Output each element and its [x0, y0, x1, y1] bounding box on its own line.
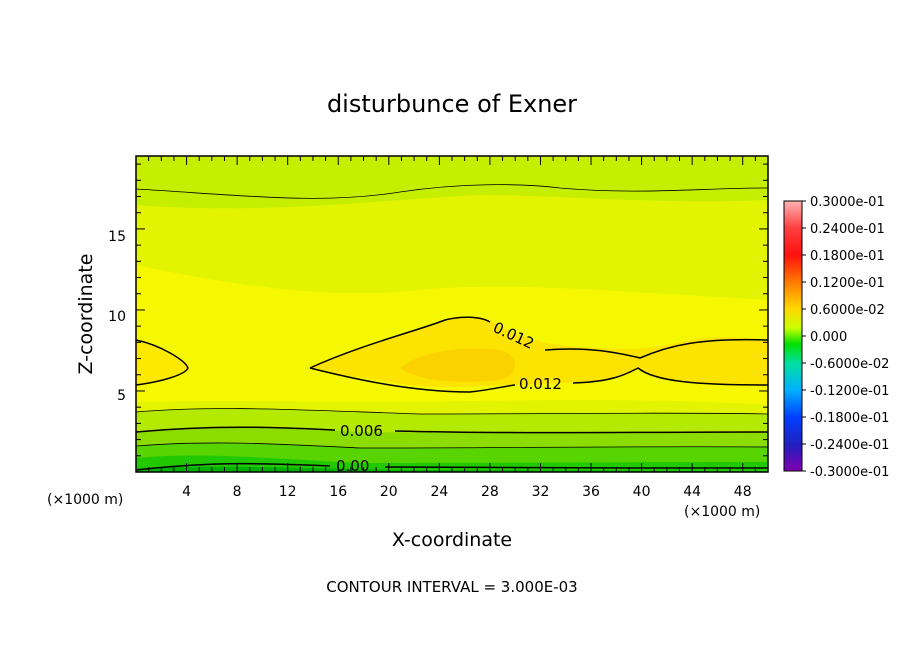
colorbar-label: -0.6000e-02 — [810, 357, 889, 372]
colorbar-label: -0.1200e-01 — [810, 384, 889, 399]
contour-label-lower: 0.012 — [519, 375, 562, 393]
y-tick-label-10: 10 — [108, 309, 126, 325]
colorbar-label: -0.1800e-01 — [810, 411, 889, 426]
x-axis-label: X-coordinate — [392, 529, 512, 551]
y-axis-label: Z-coordinate — [75, 254, 97, 375]
colorbar — [783, 200, 803, 472]
colorbar-label: 0.1200e-01 — [810, 276, 885, 291]
contour-interval-note: CONTOUR INTERVAL = 3.000E-03 — [326, 578, 577, 596]
x-tick-label: 4 — [182, 484, 191, 500]
x-tick-label: 36 — [582, 484, 600, 500]
x-unit-left: (×1000 m) — [47, 492, 123, 508]
y-tick-label-15: 15 — [108, 229, 126, 245]
x-unit-right: (×1000 m) — [684, 504, 760, 520]
colorbar-label: 0.2400e-01 — [810, 222, 885, 237]
x-tick-label: 8 — [233, 484, 242, 500]
x-tick-label: 48 — [734, 484, 752, 500]
x-tick-labels: 4 8 12 16 20 24 28 32 36 40 44 48 — [182, 484, 752, 500]
x-tick-label: 44 — [683, 484, 701, 500]
colorbar-label: 0.6000e-02 — [810, 303, 885, 318]
x-tick-label: 28 — [481, 484, 499, 500]
colorbar-label: 0.3000e-01 — [810, 195, 885, 210]
contour-label-mid: 0.006 — [340, 422, 383, 440]
x-tick-label: 20 — [380, 484, 398, 500]
colorbar-label: 0.1800e-01 — [810, 249, 885, 264]
x-tick-label: 16 — [329, 484, 347, 500]
x-tick-label: 40 — [633, 484, 651, 500]
x-tick-label: 24 — [430, 484, 448, 500]
chart-title: disturbunce of Exner — [327, 90, 577, 118]
x-tick-label: 32 — [532, 484, 550, 500]
colorbar-label: 0.000 — [810, 330, 847, 345]
contour-field — [136, 156, 768, 472]
contour-label-bottom: 0.00 — [336, 457, 369, 475]
tick-marks — [136, 156, 768, 472]
y-tick-label-5: 5 — [117, 388, 126, 404]
colorbar-label: -0.3000e-01 — [810, 465, 889, 480]
colorbar-labels: 0.3000e-01 0.2400e-01 0.1800e-01 0.1200e-01… — [802, 195, 889, 480]
colorbar-label: -0.2400e-01 — [810, 438, 889, 453]
x-tick-label: 12 — [279, 484, 297, 500]
